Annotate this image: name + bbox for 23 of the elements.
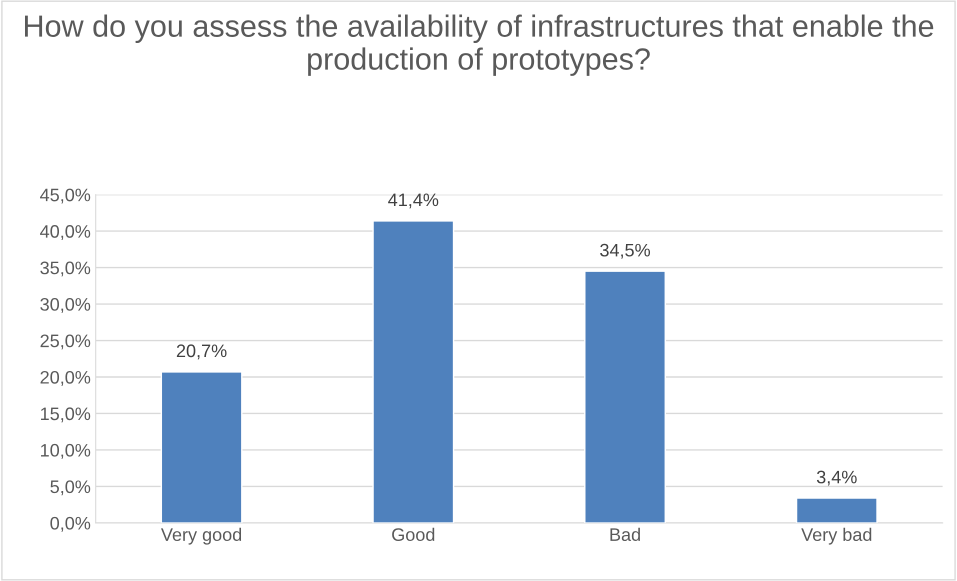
x-tick-label: Bad [610,528,640,542]
data-label: 3,4% [816,470,857,486]
data-label: 20,7% [176,344,227,360]
y-tick-label: 10,0% [41,444,90,459]
x-tick-label: Good [392,528,434,542]
y-tick-label: 0,0% [50,516,90,532]
y-tick-label: 25,0% [40,334,90,350]
bar [160,371,242,523]
chart-title: How do you assess the availability of infrastructures that enable the production of prototypes? [25,14,934,76]
bar [796,497,878,523]
y-tick-label: 15,0% [41,407,90,422]
x-tick-label: Very good [160,528,242,545]
data-label: 34,5% [600,244,650,259]
y-tick-label: 20,0% [40,370,90,386]
bar [372,220,454,523]
x-tick-label: Very bad [801,528,872,545]
y-tick-label: 40,0% [40,225,90,240]
y-tick-label: 5,0% [50,480,90,496]
y-tick-label: 35,0% [40,262,90,276]
data-label: 41,4% [388,194,438,208]
y-tick-label: 45,0% [40,188,90,204]
y-tick-label: 30,0% [40,298,90,313]
bar [584,270,666,523]
